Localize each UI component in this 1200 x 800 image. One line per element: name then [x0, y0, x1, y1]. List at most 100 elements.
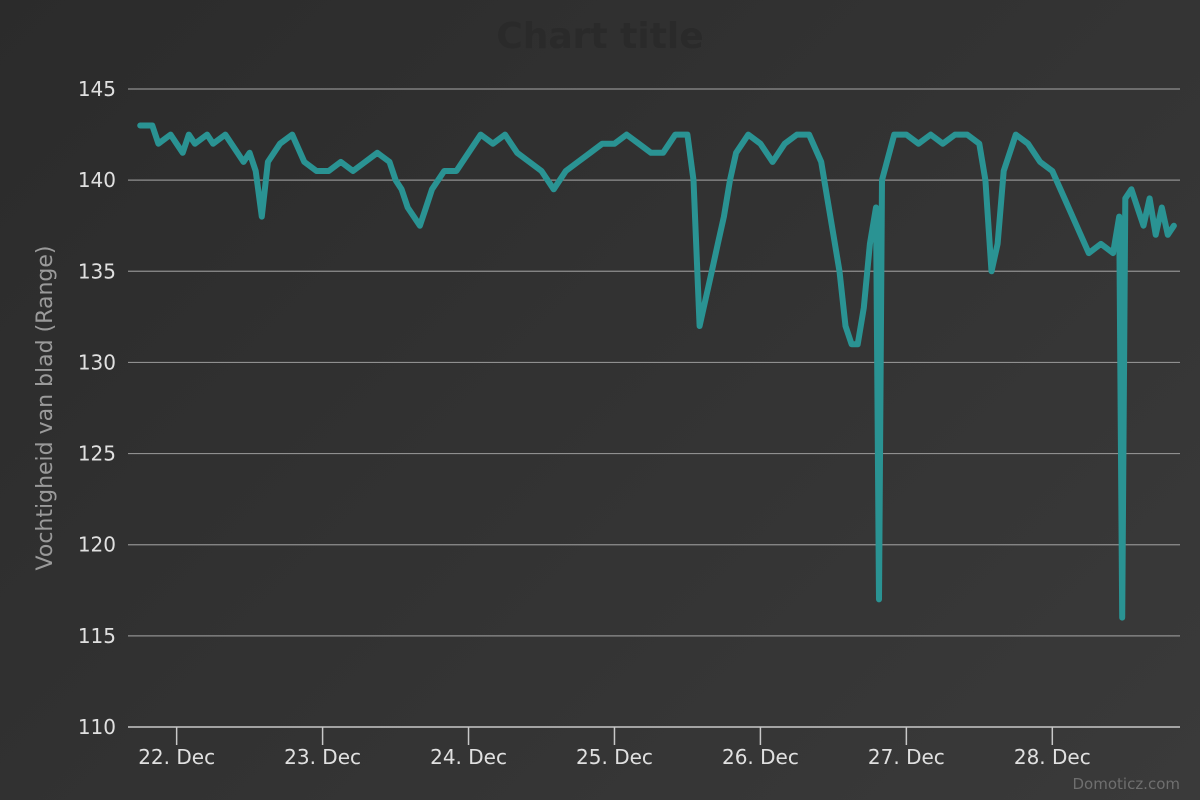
- data-point: [1086, 250, 1092, 256]
- data-point: [1049, 168, 1055, 174]
- data-point: [186, 132, 192, 138]
- data-point: [277, 141, 283, 147]
- data-point: [849, 341, 855, 347]
- data-point: [1159, 205, 1165, 210]
- data-point: [1116, 214, 1122, 220]
- data-point: [1037, 159, 1043, 165]
- data-point: [940, 141, 946, 147]
- data-point: [235, 150, 240, 156]
- data-point: [405, 205, 411, 210]
- data-point: [338, 159, 344, 165]
- y-tick-labels: 110 115 120 125 130 135 140 145: [78, 77, 116, 739]
- data-point: [928, 132, 934, 138]
- data-point: [782, 141, 788, 147]
- data-point: [502, 132, 508, 138]
- data-point: [1153, 232, 1159, 238]
- data-point: [241, 159, 246, 165]
- data-point: [374, 150, 380, 156]
- data-point: [466, 150, 471, 156]
- y-tick-label: 110: [78, 715, 116, 739]
- data-point: [155, 141, 161, 147]
- data-point: [989, 268, 994, 274]
- data-point: [393, 177, 399, 183]
- series-line: [137, 122, 1177, 621]
- data-point: [982, 177, 988, 183]
- data-point: [514, 150, 520, 156]
- data-point: [453, 168, 459, 174]
- data-point: [624, 132, 630, 138]
- data-point: [1074, 223, 1080, 229]
- data-point: [709, 268, 715, 274]
- chart-title: Chart title: [496, 16, 703, 57]
- y-tick-label: 120: [78, 533, 116, 557]
- data-point: [964, 132, 970, 138]
- data-point: [1128, 186, 1134, 192]
- data-point: [137, 123, 143, 128]
- data-point: [855, 341, 861, 347]
- series-group: [137, 122, 1177, 621]
- data-point: [563, 168, 569, 174]
- data-point: [891, 132, 897, 138]
- data-point: [770, 159, 776, 165]
- data-point: [612, 141, 617, 147]
- data-point: [204, 132, 210, 138]
- x-tick-label: 22. Dec: [138, 745, 215, 769]
- y-tick-label: 140: [78, 168, 116, 192]
- data-point: [879, 177, 885, 183]
- data-point: [867, 241, 873, 247]
- data-point: [1171, 223, 1177, 229]
- data-point: [995, 241, 1001, 247]
- data-point: [423, 205, 429, 210]
- data-point: [745, 132, 751, 138]
- data-point: [350, 168, 356, 174]
- data-point: [526, 159, 532, 165]
- credit-link[interactable]: Domoticz.com: [1073, 775, 1181, 793]
- y-tick-label: 115: [78, 624, 116, 648]
- data-point: [648, 150, 654, 156]
- data-point: [429, 186, 435, 192]
- data-point: [727, 177, 733, 183]
- data-point: [259, 214, 265, 220]
- data-point: [1141, 223, 1146, 229]
- y-tick-label: 130: [78, 350, 116, 374]
- data-point: [411, 214, 417, 220]
- data-point: [697, 323, 703, 329]
- data-point: [818, 159, 824, 165]
- data-point: [636, 141, 642, 147]
- data-point: [301, 159, 307, 165]
- data-point: [672, 132, 678, 138]
- data-point: [1025, 141, 1031, 147]
- x-ticks: 22. Dec 23. Dec 24. Dec 25. Dec 26. Dec 27. D…: [138, 727, 1091, 769]
- data-point: [478, 132, 484, 138]
- y-tick-label: 145: [78, 77, 116, 101]
- data-point: [1119, 615, 1125, 621]
- y-tick-label: 135: [78, 259, 116, 283]
- data-point: [721, 214, 727, 220]
- data-point: [192, 141, 198, 147]
- y-axis-label: Vochtigheid van blad (Range): [33, 246, 58, 571]
- data-point: [703, 296, 709, 302]
- data-point: [168, 132, 174, 138]
- data-point: [149, 123, 155, 128]
- data-point: [1001, 168, 1007, 174]
- y-tick-label: 125: [78, 442, 116, 466]
- data-point: [1062, 195, 1067, 201]
- data-point: [362, 159, 368, 165]
- data-point: [691, 177, 696, 183]
- data-point: [265, 159, 271, 165]
- data-point: [861, 305, 867, 311]
- data-point: [715, 241, 721, 247]
- data-point: [1147, 195, 1153, 201]
- data-point: [757, 141, 763, 147]
- data-point: [587, 150, 593, 156]
- data-point: [180, 150, 186, 156]
- x-tick-label: 25. Dec: [576, 745, 653, 769]
- data-point: [952, 132, 958, 138]
- data-point: [660, 150, 666, 156]
- data-point: [806, 132, 812, 138]
- data-point: [599, 141, 605, 147]
- data-point: [575, 159, 581, 165]
- data-point: [210, 141, 216, 147]
